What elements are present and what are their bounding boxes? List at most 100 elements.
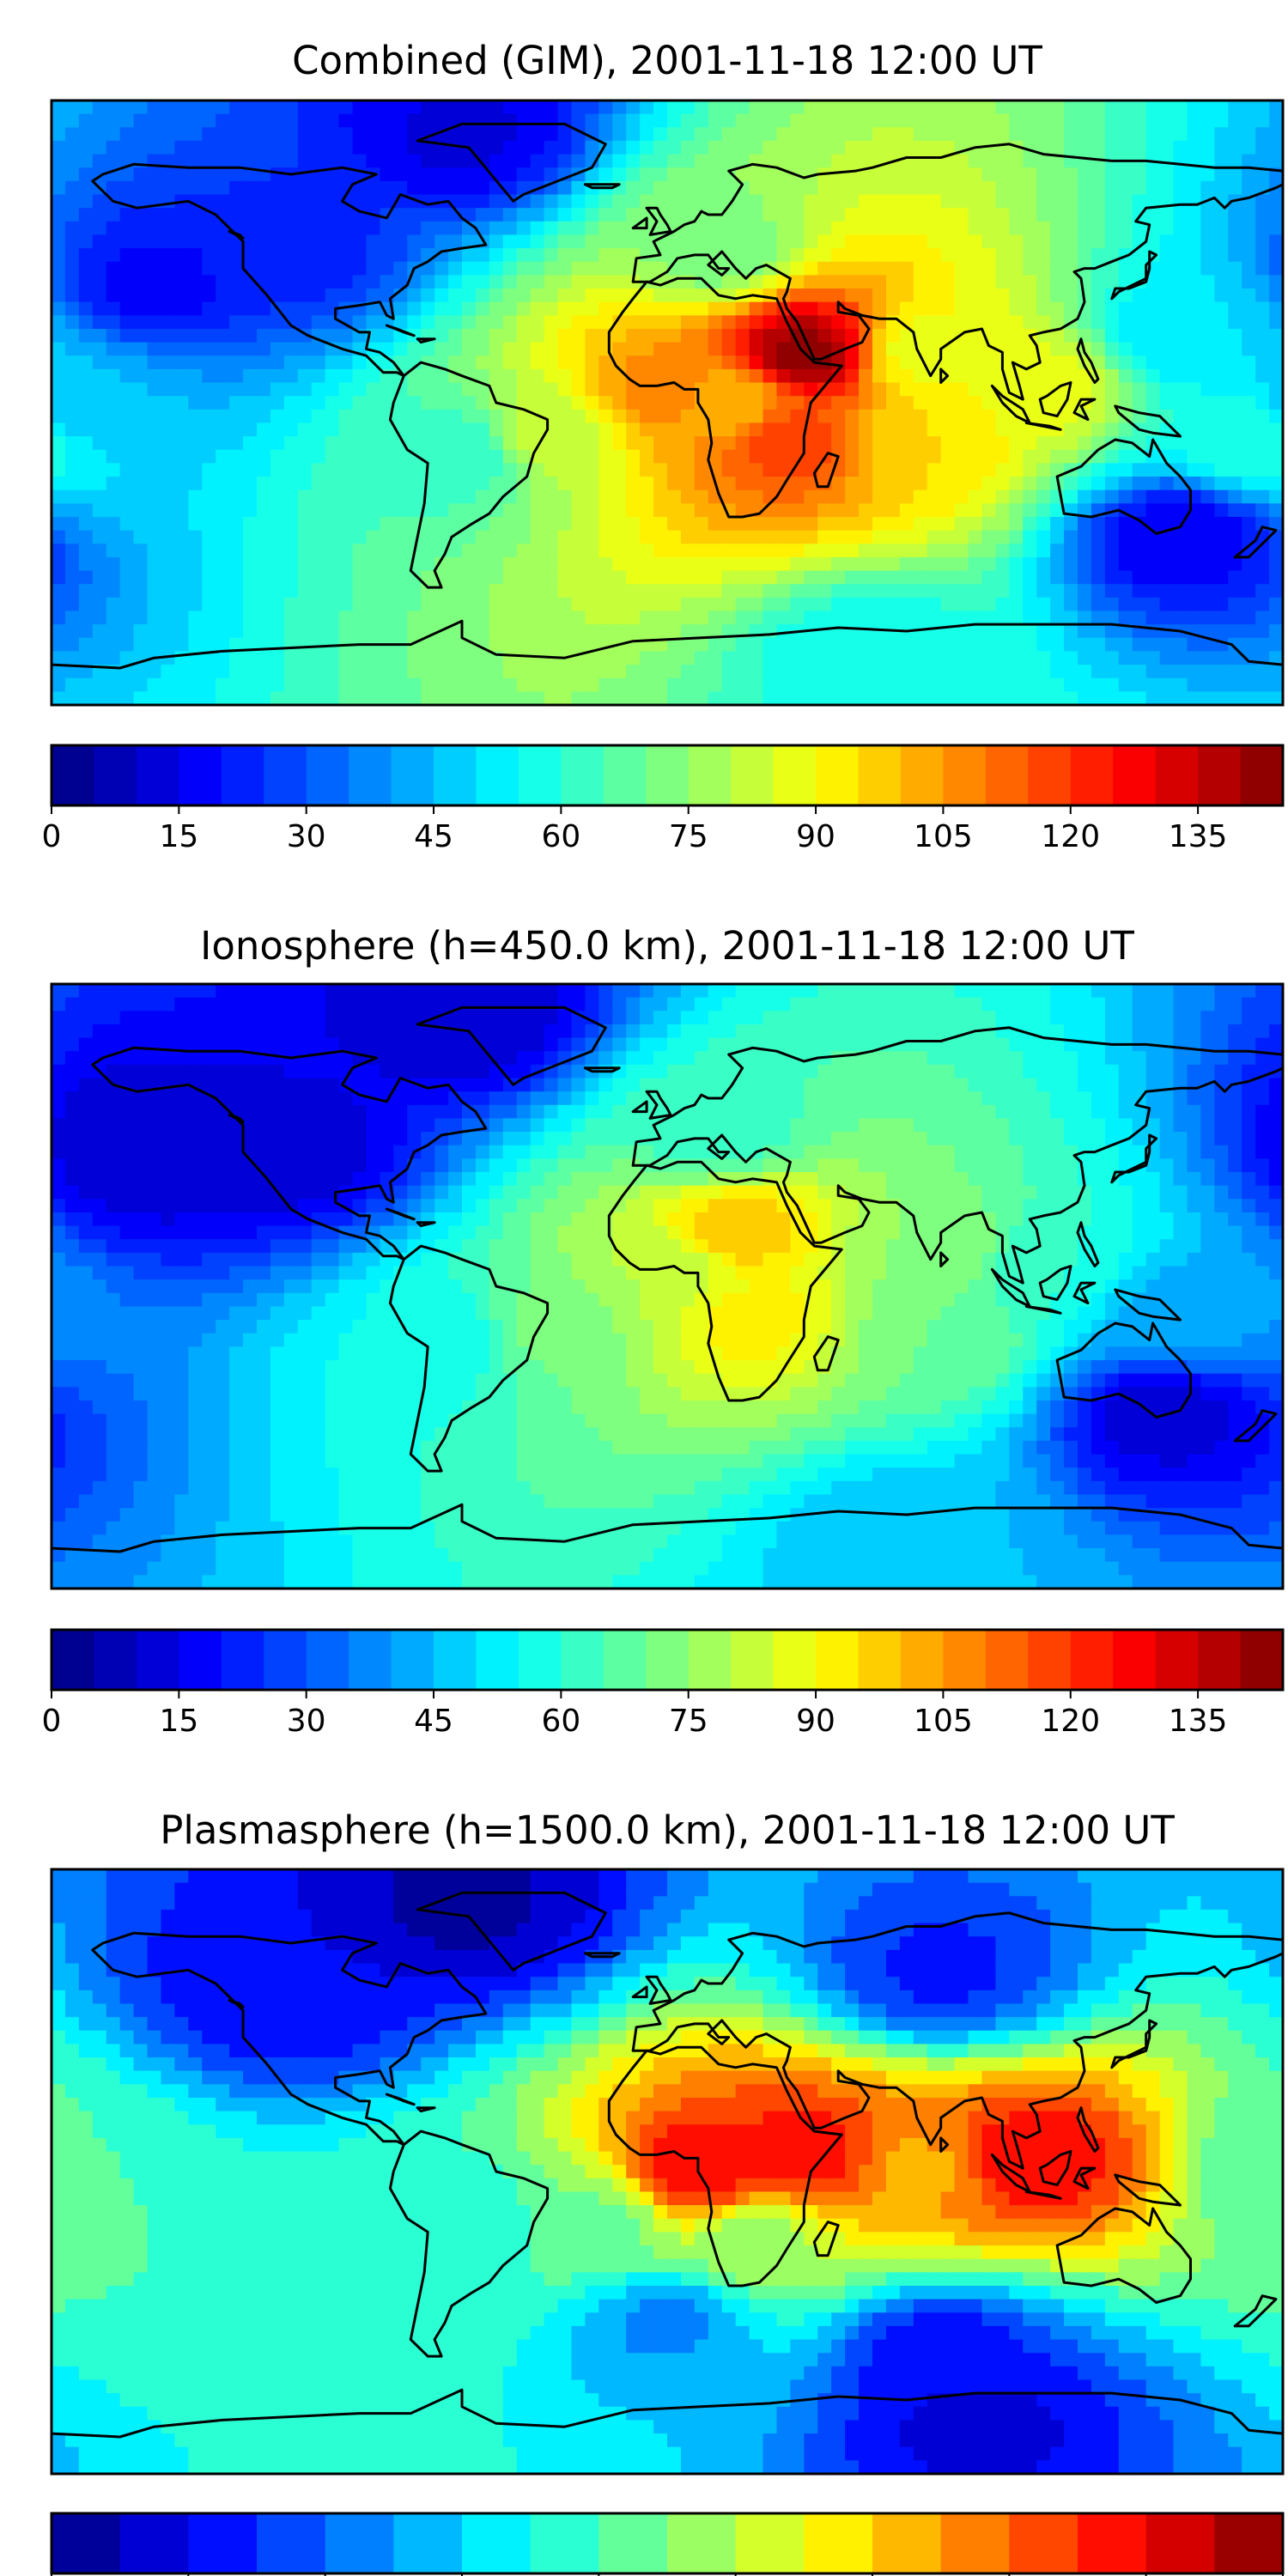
field-cell bbox=[475, 544, 490, 558]
field-cell bbox=[1242, 154, 1256, 168]
field-cell bbox=[1255, 328, 1270, 343]
field-cell bbox=[1242, 301, 1256, 316]
field-cell bbox=[78, 382, 94, 397]
field-cell bbox=[680, 489, 696, 504]
field-cell bbox=[831, 584, 846, 598]
field-cell bbox=[202, 355, 216, 370]
field-cell bbox=[92, 140, 107, 155]
field-cell bbox=[325, 1104, 340, 1120]
field-cell bbox=[52, 234, 66, 249]
field-cell bbox=[1214, 516, 1229, 532]
field-cell bbox=[1023, 597, 1037, 612]
field-cell bbox=[216, 261, 230, 276]
field-cell bbox=[1023, 234, 1037, 249]
field-cell bbox=[804, 516, 818, 532]
field-cell bbox=[721, 100, 737, 115]
field-cell bbox=[954, 984, 969, 999]
field-cell bbox=[1132, 556, 1147, 572]
field-cell bbox=[1023, 449, 1037, 464]
field-cell bbox=[995, 997, 1010, 1012]
field-cell bbox=[421, 570, 435, 585]
field-cell bbox=[489, 301, 504, 316]
field-cell bbox=[995, 127, 1010, 142]
field-cell bbox=[708, 422, 723, 437]
field-cell bbox=[968, 113, 983, 128]
field-cell bbox=[708, 289, 723, 303]
field-cell bbox=[229, 503, 244, 518]
field-cell bbox=[735, 1051, 750, 1066]
field-cell bbox=[161, 1051, 175, 1066]
field-cell bbox=[516, 342, 532, 356]
field-cell bbox=[52, 409, 66, 424]
field-cell bbox=[790, 691, 805, 705]
field-cell bbox=[188, 140, 203, 155]
field-cell bbox=[380, 489, 394, 504]
field-cell bbox=[1078, 113, 1092, 128]
field-cell bbox=[216, 289, 230, 303]
field-cell bbox=[188, 691, 203, 705]
field-cell bbox=[640, 665, 654, 679]
field-cell bbox=[940, 477, 956, 491]
field-cell bbox=[530, 463, 545, 477]
field-cell bbox=[1050, 1051, 1065, 1066]
field-cell bbox=[859, 208, 873, 222]
field-cell bbox=[202, 477, 216, 491]
field-cell bbox=[338, 1104, 354, 1120]
field-cell bbox=[462, 409, 477, 424]
field-cell bbox=[968, 301, 983, 316]
field-cell bbox=[557, 570, 573, 585]
field-cell bbox=[694, 328, 709, 343]
field-cell bbox=[270, 127, 285, 142]
field-cell bbox=[188, 328, 203, 343]
field-cell bbox=[1228, 516, 1242, 532]
field-cell bbox=[52, 140, 66, 155]
field-cell bbox=[1118, 382, 1133, 397]
field-cell bbox=[1064, 691, 1078, 705]
field-cell bbox=[1023, 984, 1037, 999]
field-cell bbox=[598, 167, 613, 182]
field-cell bbox=[1078, 1064, 1092, 1079]
field-cell bbox=[393, 611, 408, 625]
field-cell bbox=[311, 530, 326, 544]
field-cell bbox=[325, 221, 340, 236]
field-cell bbox=[872, 1024, 887, 1039]
field-cell bbox=[64, 503, 80, 518]
field-cell bbox=[776, 1078, 791, 1092]
field-cell bbox=[92, 449, 107, 464]
field-cell bbox=[1269, 289, 1283, 303]
field-cell bbox=[64, 651, 80, 665]
field-cell bbox=[530, 611, 545, 625]
field-cell bbox=[380, 530, 394, 544]
field-cell bbox=[1118, 289, 1133, 303]
field-cell bbox=[1255, 637, 1270, 653]
field-cell bbox=[448, 503, 463, 518]
field-cell bbox=[106, 477, 121, 491]
field-cell bbox=[1023, 221, 1037, 236]
field-cell bbox=[1242, 984, 1256, 999]
field-cell bbox=[544, 516, 559, 532]
field-cell bbox=[530, 1024, 545, 1039]
field-cell bbox=[804, 422, 818, 437]
field-cell bbox=[981, 301, 996, 316]
field-cell bbox=[1228, 396, 1242, 410]
field-cell bbox=[64, 208, 80, 222]
field-cell bbox=[1132, 489, 1147, 504]
field-cell bbox=[721, 556, 737, 572]
field-cell bbox=[995, 984, 1010, 999]
field-cell bbox=[804, 140, 818, 155]
field-cell bbox=[1187, 516, 1201, 532]
field-cell bbox=[968, 328, 983, 343]
field-cell bbox=[544, 544, 559, 558]
field-cell bbox=[1078, 997, 1092, 1012]
field-cell bbox=[954, 436, 969, 451]
field-cell bbox=[1242, 611, 1256, 625]
panel-title: Combined (GIM), 2001-11-18 12:00 UT bbox=[292, 38, 1042, 83]
field-cell bbox=[489, 355, 504, 370]
field-cell bbox=[557, 382, 573, 397]
field-cell bbox=[270, 180, 285, 196]
field-cell bbox=[106, 544, 121, 558]
field-cell bbox=[626, 1011, 641, 1025]
field-cell bbox=[1200, 1064, 1215, 1079]
field-cell bbox=[229, 1011, 244, 1025]
field-cell bbox=[557, 194, 573, 209]
